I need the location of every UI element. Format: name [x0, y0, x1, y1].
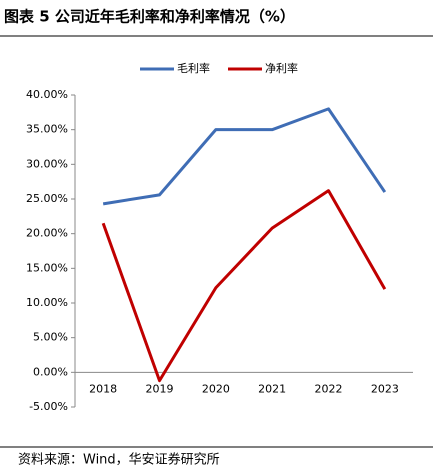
- y-tick-label: -5.00%: [29, 400, 68, 413]
- x-tick-label: 2021: [258, 382, 286, 395]
- legend-label: 净利率: [265, 61, 298, 75]
- x-tick-label: 2018: [89, 382, 117, 395]
- legend-label: 毛利率: [177, 61, 210, 75]
- x-tick-label: 2023: [371, 382, 399, 395]
- y-tick-label: 5.00%: [33, 331, 68, 344]
- y-tick-label: 0.00%: [33, 365, 68, 378]
- y-tick-label: 15.00%: [26, 261, 68, 274]
- line-series: [102, 107, 387, 206]
- y-tick-label: 20.00%: [26, 227, 68, 240]
- x-tick-label: 2022: [315, 382, 343, 395]
- y-tick-label: 25.00%: [26, 192, 68, 205]
- x-tick-label: 2020: [202, 382, 230, 395]
- chart-title: 图表 5 公司近年毛利率和净利率情况（%）: [4, 8, 295, 26]
- y-tick-label: 35.00%: [26, 123, 68, 136]
- source: 资料来源：Wind，华安证券研究所: [18, 452, 220, 468]
- x-tick-label: 2019: [146, 382, 174, 395]
- y-tick-label: 30.00%: [26, 157, 68, 170]
- line-series: [101, 189, 387, 383]
- y-tick-label: 10.00%: [26, 296, 68, 309]
- y-tick-label: 40.00%: [26, 88, 68, 101]
